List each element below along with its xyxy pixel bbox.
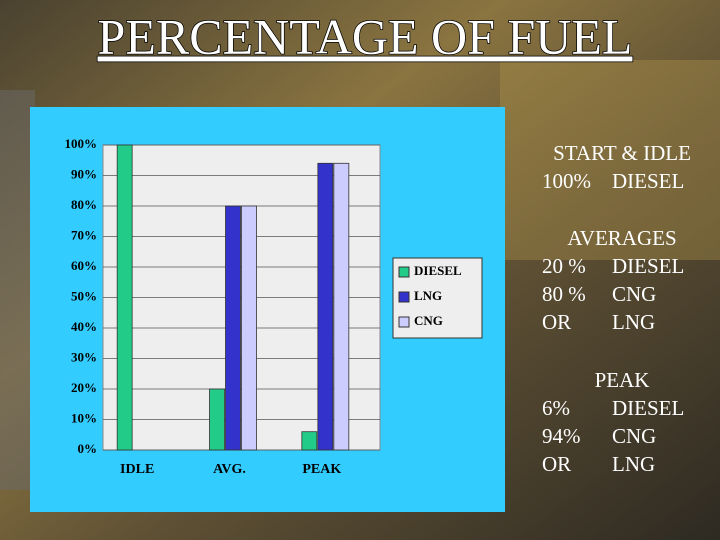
row-fuel: CNG	[612, 424, 656, 448]
y-tick-label: 80%	[71, 197, 97, 212]
row-fuel: CNG	[612, 282, 656, 306]
legend-label: CNG	[414, 313, 443, 328]
y-tick-label: 60%	[71, 258, 97, 273]
row-fuel: DIESEL	[612, 254, 684, 278]
bar	[317, 162, 334, 451]
legend-label: DIESEL	[414, 263, 462, 278]
y-tick-label: 0%	[78, 441, 98, 456]
bar	[225, 205, 241, 451]
bar	[116, 144, 133, 451]
row-share: 20 %	[542, 254, 586, 278]
y-tick-label: 90%	[71, 166, 97, 181]
bar	[209, 388, 225, 451]
y-tick-label: 70%	[71, 227, 97, 242]
row-share: 6%	[542, 396, 570, 420]
x-tick-label: AVG.	[213, 462, 246, 477]
row-fuel: DIESEL	[612, 396, 684, 420]
y-tick-label: 10%	[71, 410, 97, 425]
row-share: OR	[542, 310, 571, 334]
legend-swatch	[398, 266, 410, 278]
x-tick-label: IDLE	[120, 462, 154, 477]
row-share: OR	[542, 452, 571, 476]
legend-swatch	[398, 291, 410, 303]
block-heading: START & IDLE	[553, 141, 691, 165]
photo-highlight	[500, 60, 720, 260]
row-share: 100%	[542, 169, 591, 193]
block-heading: AVERAGES	[567, 226, 676, 250]
y-tick-label: 20%	[71, 380, 97, 395]
y-tick-label: 100%	[65, 136, 98, 151]
row-fuel: DIESEL	[612, 169, 684, 193]
block-heading: PEAK	[595, 368, 650, 392]
bar	[241, 205, 257, 451]
row-share: 94%	[542, 424, 581, 448]
y-tick-label: 50%	[71, 288, 97, 303]
slide-title: PERCENTAGE OF FUEL	[98, 8, 633, 64]
photo-shadow	[0, 90, 35, 490]
legend-swatch	[398, 316, 410, 328]
row-fuel: LNG	[612, 310, 655, 334]
y-tick-label: 40%	[71, 319, 97, 334]
bar	[333, 162, 350, 451]
row-fuel: LNG	[612, 452, 655, 476]
x-tick-label: PEAK	[302, 462, 341, 477]
row-share: 80 %	[542, 282, 586, 306]
legend-label: LNG	[414, 288, 442, 303]
bar	[301, 431, 318, 451]
y-tick-label: 30%	[71, 349, 97, 364]
